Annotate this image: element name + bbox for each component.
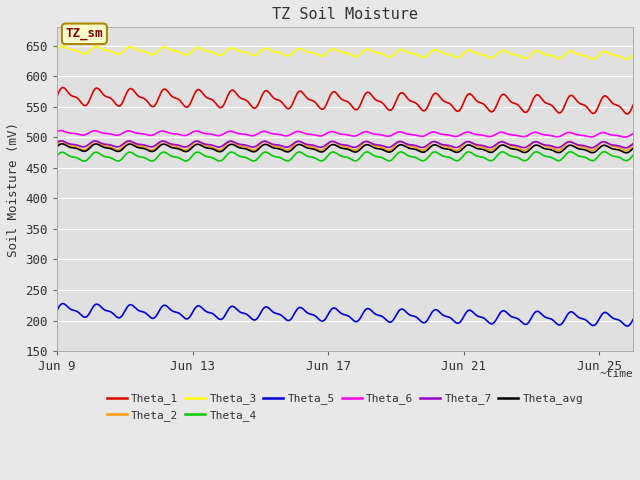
Y-axis label: Soil Moisture (mV): Soil Moisture (mV) <box>7 122 20 257</box>
Title: TZ Soil Moisture: TZ Soil Moisture <box>272 7 418 22</box>
Legend: Theta_1, Theta_2, Theta_3, Theta_4, Theta_5, Theta_6, Theta_7, Theta_avg: Theta_1, Theta_2, Theta_3, Theta_4, Thet… <box>102 389 588 425</box>
Text: ~time: ~time <box>599 369 633 379</box>
Text: TZ_sm: TZ_sm <box>66 27 103 40</box>
